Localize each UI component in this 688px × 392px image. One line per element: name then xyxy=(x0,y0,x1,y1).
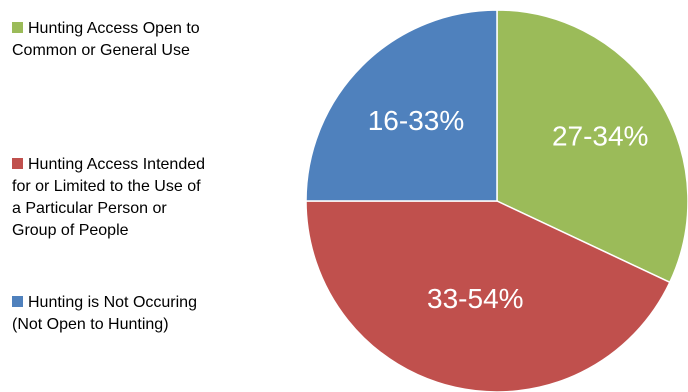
legend: Hunting Access Open to Common or General … xyxy=(12,20,205,333)
legend-item-2: Hunting Access Intended for or Limited to… xyxy=(12,156,205,239)
legend-label-line: for or Limited to the Use of xyxy=(12,178,201,195)
pie-slice-labels: 27-34% 33-54% 16-33% xyxy=(368,105,649,314)
legend-label-line: (Not Open to Hunting) xyxy=(12,316,169,333)
legend-swatch xyxy=(12,296,23,307)
legend-label-line: Group of People xyxy=(12,222,129,239)
legend-label-line: Hunting Access Open to xyxy=(28,20,200,37)
legend-item-1: Hunting Access Open to Common or General … xyxy=(12,20,200,59)
pie-slice-3 xyxy=(305,9,498,202)
pie-slice-label-2: 33-54% xyxy=(427,283,524,314)
legend-label-line: a Particular Person or xyxy=(12,200,167,217)
legend-label-line: Hunting Access Intended xyxy=(28,156,205,173)
legend-swatch xyxy=(12,22,23,33)
pie-slice-1 xyxy=(496,9,688,284)
legend-swatch xyxy=(12,158,23,169)
pie-slices xyxy=(305,9,688,392)
legend-label: Hunting is Not Occuring (Not Open to Hunt… xyxy=(12,294,197,333)
legend-label-line: Hunting is Not Occuring xyxy=(28,294,197,311)
pie-slice-label-3: 16-33% xyxy=(368,105,465,136)
pie-slice-2 xyxy=(305,200,671,392)
legend-label: Hunting Access Intended for or Limited to… xyxy=(12,156,205,239)
pie-slice-label-1: 27-34% xyxy=(552,121,649,152)
legend-item-3: Hunting is Not Occuring (Not Open to Hunt… xyxy=(12,294,197,333)
legend-label-line: Common or General Use xyxy=(12,42,190,59)
legend-label: Hunting Access Open to Common or General … xyxy=(12,20,200,59)
